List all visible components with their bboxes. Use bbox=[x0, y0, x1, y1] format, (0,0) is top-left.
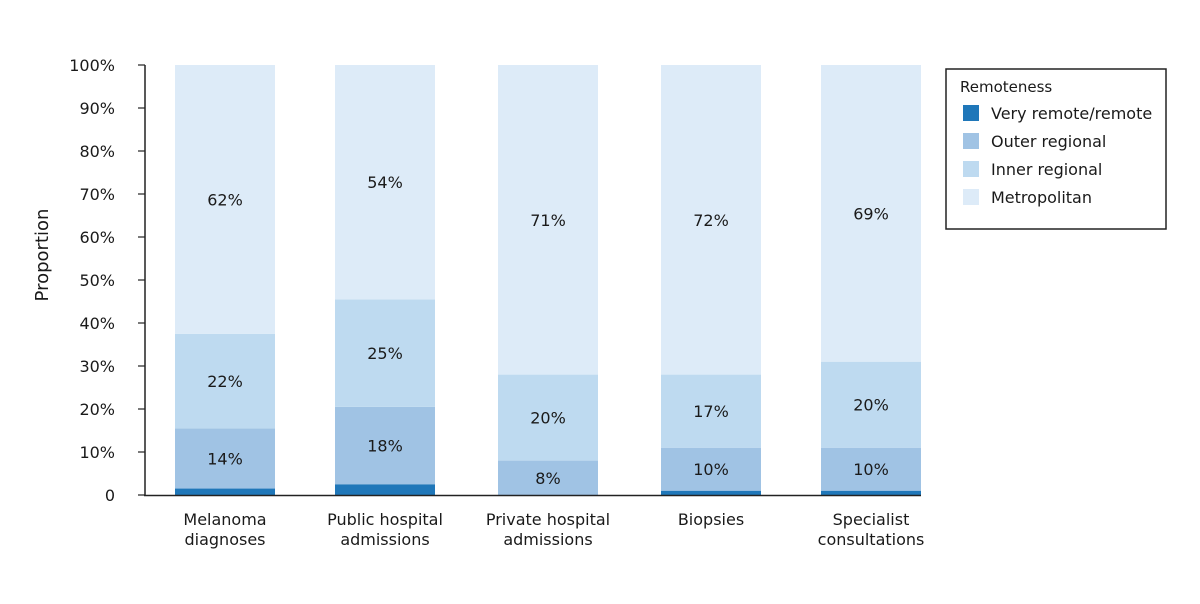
y-tick-label: 70% bbox=[79, 185, 115, 204]
bar-segment bbox=[821, 361, 921, 448]
bar-segment bbox=[661, 490, 761, 495]
legend-swatch bbox=[963, 161, 979, 177]
x-tick-label: Biopsies bbox=[678, 510, 744, 529]
bar-segment bbox=[821, 490, 921, 495]
bar-segment bbox=[661, 447, 761, 491]
data-label: 10% bbox=[693, 460, 729, 479]
data-label: 25% bbox=[367, 344, 403, 363]
bar-segment bbox=[175, 428, 275, 489]
x-tick-label: diagnoses bbox=[184, 530, 265, 549]
x-tick-label: consultations bbox=[818, 530, 925, 549]
data-label: 10% bbox=[853, 460, 889, 479]
legend-entry: Outer regional bbox=[991, 132, 1106, 151]
data-label: 20% bbox=[530, 409, 566, 428]
data-label: 18% bbox=[367, 437, 403, 456]
x-tick-label: Public hospital bbox=[327, 510, 443, 529]
data-label: 71% bbox=[530, 211, 566, 230]
y-tick-label: 20% bbox=[79, 400, 115, 419]
y-tick-label: 60% bbox=[79, 228, 115, 247]
bar-segment bbox=[335, 406, 435, 485]
x-tick-label: Specialist bbox=[833, 510, 910, 529]
bar-segment bbox=[335, 65, 435, 300]
bar-segment bbox=[661, 65, 761, 375]
data-label: 17% bbox=[693, 402, 729, 421]
legend-swatch bbox=[963, 105, 979, 121]
y-tick-label: 50% bbox=[79, 271, 115, 290]
data-label: 8% bbox=[535, 469, 560, 488]
legend-entry: Inner regional bbox=[991, 160, 1102, 179]
bar-segment bbox=[661, 374, 761, 448]
y-tick-label: 100% bbox=[69, 56, 115, 75]
bar-segment bbox=[335, 484, 435, 495]
y-tick-label: 30% bbox=[79, 357, 115, 376]
y-tick-label: 10% bbox=[79, 443, 115, 462]
data-label: 62% bbox=[207, 190, 243, 209]
x-tick-label: admissions bbox=[503, 530, 592, 549]
data-label: 72% bbox=[693, 211, 729, 230]
x-tick-label: Melanoma bbox=[183, 510, 266, 529]
bar-segment bbox=[821, 447, 921, 491]
y-tick-label: 0 bbox=[105, 486, 115, 505]
y-tick-label: 80% bbox=[79, 142, 115, 161]
data-label: 14% bbox=[207, 449, 243, 468]
legend-swatch bbox=[963, 133, 979, 149]
y-tick-label: 90% bbox=[79, 99, 115, 118]
data-label: 22% bbox=[207, 372, 243, 391]
bar-segment bbox=[498, 65, 598, 375]
y-tick-label: 40% bbox=[79, 314, 115, 333]
legend-entry: Metropolitan bbox=[991, 188, 1092, 207]
bar-segment bbox=[821, 65, 921, 362]
x-tick-label: Private hospital bbox=[486, 510, 610, 529]
bar-segment bbox=[498, 460, 598, 495]
bar-segment bbox=[175, 333, 275, 429]
legend-box bbox=[945, 68, 1167, 230]
bar-segment bbox=[498, 374, 598, 461]
x-tick-label: admissions bbox=[340, 530, 429, 549]
y-axis-label: Proportion bbox=[32, 209, 53, 302]
legend-swatch bbox=[963, 189, 979, 205]
bar-segment bbox=[335, 299, 435, 407]
bar-segment bbox=[175, 488, 275, 495]
data-label: 54% bbox=[367, 173, 403, 192]
legend-entry: Very remote/remote bbox=[991, 104, 1152, 123]
data-label: 20% bbox=[853, 396, 889, 415]
data-label: 69% bbox=[853, 204, 889, 223]
legend-title: Remoteness bbox=[960, 78, 1052, 96]
bar-segment bbox=[175, 65, 275, 334]
